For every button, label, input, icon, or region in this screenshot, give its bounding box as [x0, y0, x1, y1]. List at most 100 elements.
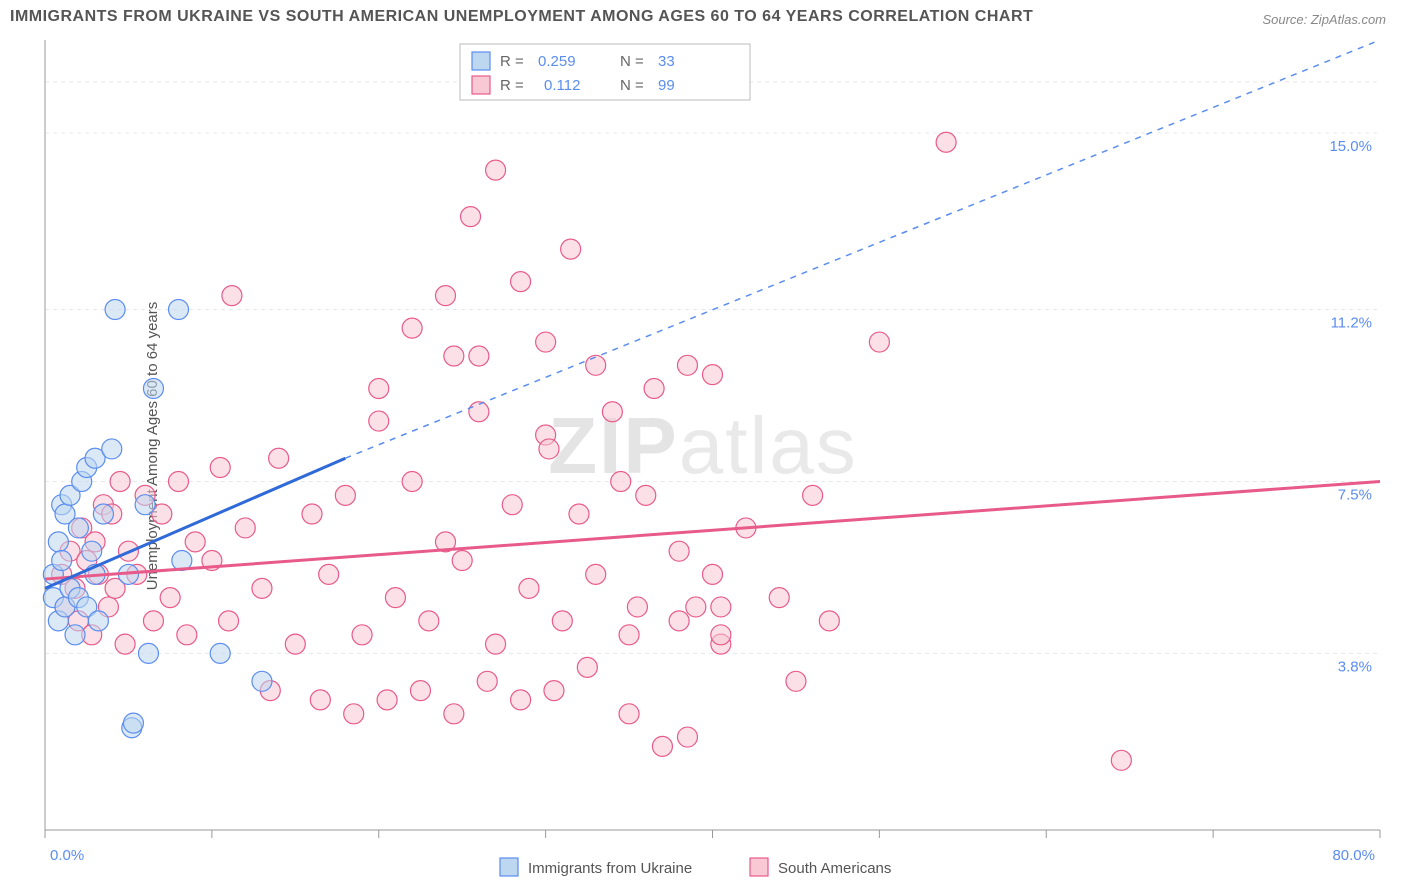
data-point-pink — [169, 471, 189, 491]
data-point-pink — [402, 318, 422, 338]
data-point-pink — [819, 611, 839, 631]
data-point-blue — [68, 518, 88, 538]
data-point-blue — [210, 643, 230, 663]
data-point-pink — [222, 286, 242, 306]
data-point-pink — [786, 671, 806, 691]
data-point-pink — [115, 634, 135, 654]
data-point-pink — [636, 485, 656, 505]
data-point-pink — [677, 727, 697, 747]
data-point-pink — [444, 704, 464, 724]
data-point-pink — [110, 471, 130, 491]
data-point-pink — [511, 272, 531, 292]
data-point-pink — [669, 541, 689, 561]
legend-r-value-pink: 0.112 — [544, 77, 580, 94]
data-point-pink — [703, 564, 723, 584]
y-tick-label: 15.0% — [1329, 138, 1372, 155]
data-point-pink — [369, 411, 389, 431]
data-point-pink — [544, 681, 564, 701]
data-point-pink — [477, 671, 497, 691]
data-point-pink — [436, 286, 456, 306]
data-point-pink — [419, 611, 439, 631]
data-point-pink — [486, 634, 506, 654]
data-point-pink — [235, 518, 255, 538]
data-point-pink — [577, 657, 597, 677]
y-tick-label: 3.8% — [1338, 658, 1372, 675]
data-point-pink — [669, 611, 689, 631]
x-tick-label: 80.0% — [1332, 847, 1375, 864]
legend-n-label: N = — [620, 77, 644, 94]
legend-n-value-pink: 99 — [658, 77, 675, 94]
data-point-blue — [88, 611, 108, 631]
data-point-pink — [569, 504, 589, 524]
data-point-pink — [619, 625, 639, 645]
data-point-blue — [135, 495, 155, 515]
data-point-pink — [269, 448, 289, 468]
data-point-blue — [102, 439, 122, 459]
data-point-blue — [93, 504, 113, 524]
data-point-pink — [185, 532, 205, 552]
data-point-pink — [703, 365, 723, 385]
data-point-pink — [410, 681, 430, 701]
data-point-pink — [335, 485, 355, 505]
data-point-pink — [611, 471, 631, 491]
data-point-pink — [711, 625, 731, 645]
data-point-pink — [627, 597, 647, 617]
legend-r-label: R = — [500, 77, 524, 94]
data-point-blue — [123, 713, 143, 733]
data-point-pink — [619, 704, 639, 724]
x-tick-label: 0.0% — [50, 847, 84, 864]
data-point-pink — [461, 207, 481, 227]
data-point-pink — [177, 625, 197, 645]
trendline-blue-extrapolated — [345, 40, 1380, 458]
data-point-pink — [160, 588, 180, 608]
data-point-blue — [143, 379, 163, 399]
data-point-pink — [344, 704, 364, 724]
data-point-pink — [210, 458, 230, 478]
data-point-pink — [586, 564, 606, 584]
legend-r-value-blue: 0.259 — [538, 53, 576, 70]
data-point-pink — [385, 588, 405, 608]
legend-label-blue: Immigrants from Ukraine — [528, 860, 692, 877]
legend-swatch-pink — [750, 858, 768, 876]
y-tick-label: 7.5% — [1338, 486, 1372, 503]
data-point-pink — [502, 495, 522, 515]
data-point-blue — [169, 300, 189, 320]
data-point-blue — [52, 550, 72, 570]
data-point-pink — [586, 355, 606, 375]
data-point-pink — [936, 132, 956, 152]
legend-n-label: N = — [620, 53, 644, 70]
data-point-pink — [769, 588, 789, 608]
data-point-pink — [539, 439, 559, 459]
legend-label-pink: South Americans — [778, 860, 891, 877]
data-point-pink — [869, 332, 889, 352]
data-point-pink — [452, 550, 472, 570]
data-point-pink — [711, 597, 731, 617]
data-point-pink — [511, 690, 531, 710]
data-point-pink — [561, 239, 581, 259]
data-point-pink — [519, 578, 539, 598]
data-point-pink — [285, 634, 305, 654]
y-tick-label: 11.2% — [1331, 315, 1372, 332]
data-point-pink — [677, 355, 697, 375]
data-point-pink — [1111, 750, 1131, 770]
data-point-blue — [138, 643, 158, 663]
data-point-blue — [82, 541, 102, 561]
data-point-pink — [369, 379, 389, 399]
data-point-pink — [644, 379, 664, 399]
data-point-pink — [352, 625, 372, 645]
data-point-pink — [486, 160, 506, 180]
data-point-pink — [803, 485, 823, 505]
data-point-blue — [105, 300, 125, 320]
data-point-blue — [65, 625, 85, 645]
data-point-pink — [444, 346, 464, 366]
data-point-pink — [552, 611, 572, 631]
data-point-pink — [469, 346, 489, 366]
data-point-pink — [310, 690, 330, 710]
data-point-pink — [377, 690, 397, 710]
data-point-pink — [402, 471, 422, 491]
scatter-chart: 3.8%7.5%11.2%15.0%0.0%80.0%R =0.259N =33… — [0, 0, 1406, 892]
legend-swatch-blue — [500, 858, 518, 876]
data-point-pink — [252, 578, 272, 598]
legend-swatch-pink — [472, 76, 490, 94]
data-point-pink — [602, 402, 622, 422]
